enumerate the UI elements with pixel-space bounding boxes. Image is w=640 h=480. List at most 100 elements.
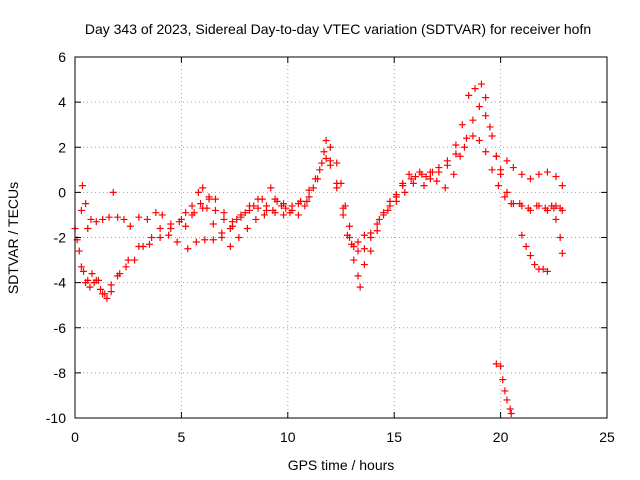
data-point — [435, 168, 443, 176]
data-points — [71, 80, 566, 417]
data-point — [267, 184, 275, 192]
data-point — [148, 234, 156, 241]
data-point — [280, 211, 288, 219]
data-point — [107, 288, 115, 296]
data-point — [301, 202, 309, 210]
data-point — [556, 204, 564, 212]
data-point — [101, 290, 109, 298]
data-point — [531, 261, 539, 269]
data-point — [105, 213, 113, 221]
data-point — [109, 188, 117, 196]
data-point — [420, 182, 428, 190]
data-point — [380, 211, 388, 219]
data-point — [497, 362, 505, 370]
data-point — [497, 170, 505, 178]
data-point — [143, 215, 151, 223]
data-point — [524, 204, 532, 212]
data-point — [518, 170, 526, 178]
data-point — [124, 256, 132, 264]
data-point — [433, 177, 441, 185]
data-point — [475, 103, 483, 111]
data-point — [309, 184, 317, 192]
data-point — [422, 173, 430, 181]
data-point — [375, 215, 383, 223]
data-point — [450, 170, 458, 178]
data-point — [360, 245, 368, 253]
data-point — [339, 211, 347, 219]
data-point — [188, 202, 196, 210]
data-point — [314, 175, 322, 183]
data-point — [392, 197, 400, 205]
axis-ticks — [74, 56, 608, 419]
data-point — [199, 184, 207, 192]
data-point — [535, 170, 543, 178]
data-point — [135, 243, 143, 251]
data-point — [322, 155, 330, 163]
data-point — [452, 141, 460, 149]
data-point — [156, 224, 164, 232]
data-point — [277, 202, 285, 210]
y-tick-label: 6 — [58, 49, 66, 65]
data-point — [103, 294, 111, 302]
data-point — [409, 179, 417, 187]
data-point — [322, 136, 330, 144]
data-point — [486, 123, 494, 131]
data-point — [548, 202, 556, 210]
data-point — [250, 202, 258, 210]
data-point — [233, 215, 241, 223]
data-point — [482, 112, 490, 120]
data-point — [211, 206, 219, 214]
data-point — [418, 170, 426, 178]
data-point — [354, 272, 362, 280]
data-point — [326, 157, 334, 165]
data-point — [260, 211, 268, 219]
data-point — [184, 245, 192, 253]
data-point — [339, 204, 347, 212]
data-point — [494, 182, 502, 190]
data-point — [226, 224, 234, 232]
data-point — [237, 213, 245, 221]
data-point — [333, 159, 341, 167]
data-point — [460, 143, 468, 151]
data-point — [386, 202, 394, 210]
data-point — [97, 285, 105, 293]
data-point — [522, 243, 530, 251]
data-point — [373, 220, 381, 228]
data-point — [507, 200, 515, 208]
data-point — [182, 209, 190, 217]
data-point — [211, 195, 219, 203]
data-point — [405, 170, 413, 178]
data-point — [254, 204, 262, 212]
data-point — [235, 234, 243, 241]
data-point — [131, 256, 139, 264]
data-point — [407, 175, 415, 183]
data-point — [158, 211, 166, 219]
data-point — [167, 224, 175, 232]
x-tick-label: 5 — [178, 429, 186, 445]
data-point — [92, 218, 100, 226]
data-point — [99, 215, 107, 223]
data-point — [192, 238, 200, 246]
data-point — [539, 265, 547, 273]
y-tick-labels: -10 -8 -6 -4 -2 0 2 4 6 — [46, 49, 66, 426]
data-point — [488, 132, 496, 140]
data-point — [552, 215, 560, 223]
data-point — [135, 213, 143, 221]
y-tick-label: 0 — [58, 184, 66, 200]
data-point — [243, 224, 251, 232]
data-point — [518, 231, 526, 239]
data-point — [173, 238, 181, 246]
x-tick-label: 20 — [493, 429, 509, 445]
data-point — [441, 184, 449, 192]
data-point — [114, 213, 122, 221]
data-point — [458, 121, 466, 129]
data-point — [294, 211, 302, 219]
data-point — [471, 85, 479, 93]
data-point — [258, 195, 266, 203]
series-track-5 — [518, 231, 551, 275]
data-point — [145, 240, 153, 248]
y-tick-label: -10 — [46, 410, 66, 426]
data-point — [273, 197, 281, 205]
y-tick-label: -6 — [54, 320, 67, 336]
data-point — [492, 360, 500, 368]
